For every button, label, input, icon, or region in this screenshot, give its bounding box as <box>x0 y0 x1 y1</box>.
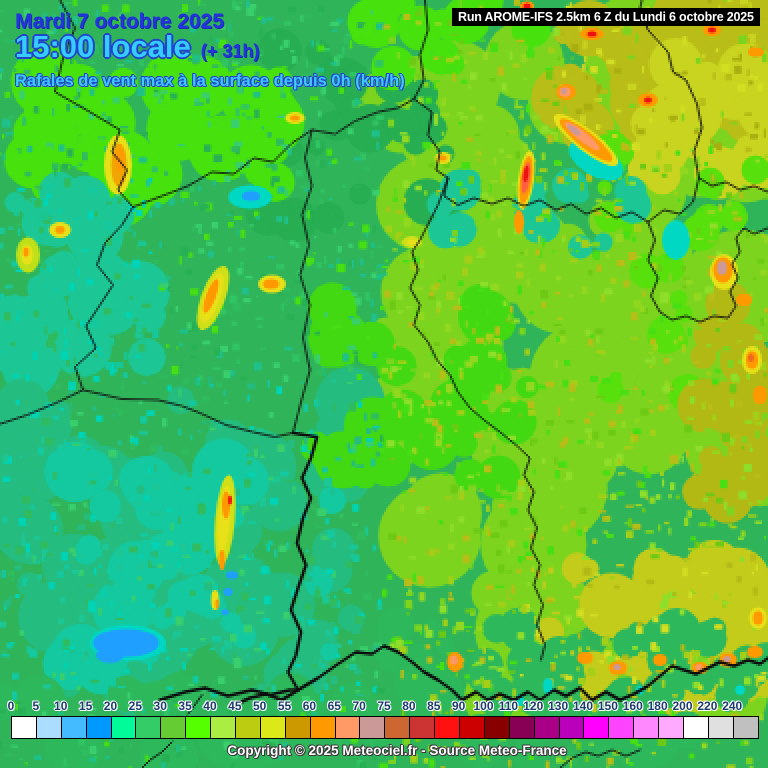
parameter-title: Rafales de vent max à la surface depuis … <box>15 72 405 90</box>
scale-color-box <box>35 716 62 739</box>
scale-color-box <box>284 716 311 739</box>
scale-tick-label: 110 <box>498 699 519 713</box>
scale-tick-label: 140 <box>572 699 594 713</box>
forecast-date-label: Mardi 7 octobre 2025 <box>15 10 224 33</box>
scale-color-box <box>384 716 411 739</box>
scale-tick-label: 100 <box>473 699 494 713</box>
scale-color-box <box>309 716 336 739</box>
scale-color-box <box>434 716 461 739</box>
scale-tick-label: 150 <box>597 699 618 713</box>
wind-speed-color-scale <box>11 716 759 739</box>
scale-tick-label: 130 <box>548 699 569 713</box>
scale-tick-label: 20 <box>103 699 118 713</box>
scale-color-box <box>658 716 685 739</box>
scale-color-box <box>185 716 212 739</box>
scale-color-box <box>160 716 187 739</box>
scale-tick-label: 5 <box>32 699 40 713</box>
scale-color-box <box>558 716 585 739</box>
forecast-time-row: 15:00 locale (+ 31h) <box>15 29 259 65</box>
scale-tick-label: 200 <box>672 699 693 713</box>
scale-color-box <box>483 716 510 739</box>
scale-color-box <box>508 716 535 739</box>
scale-tick-label: 25 <box>128 699 143 713</box>
scale-tick-label: 85 <box>427 699 441 713</box>
scale-tick-label: 45 <box>228 699 242 713</box>
copyright-label: Copyright © 2025 Meteociel.fr - Source M… <box>227 743 567 758</box>
local-time-label: 15:00 locale <box>15 29 191 64</box>
scale-tick-label: 90 <box>451 699 466 713</box>
scale-color-box <box>583 716 610 739</box>
scale-tick-label: 240 <box>722 699 743 713</box>
scale-tick-label: 60 <box>302 699 317 713</box>
scale-color-box <box>210 716 237 739</box>
scale-tick-label: 50 <box>253 699 267 713</box>
scale-tick-label: 120 <box>523 699 544 713</box>
scale-color-box <box>85 716 112 739</box>
scale-tick-label: 180 <box>647 699 668 713</box>
scale-tick-label: 10 <box>54 699 68 713</box>
scale-tick-label: 0 <box>7 699 15 713</box>
scale-color-box <box>259 716 286 739</box>
scale-color-box <box>608 716 635 739</box>
scale-tick-label: 55 <box>277 699 292 713</box>
color-scale-tick-labels: 0 5 10 15 20 25 30 35 40 45 50 55 60 65 70 75 80 85 90 100 1… <box>0 699 768 714</box>
scale-tick-label: 75 <box>377 699 391 713</box>
scale-color-box <box>334 716 361 739</box>
scale-tick-label: 80 <box>402 699 416 713</box>
scale-color-box <box>707 716 734 739</box>
scale-color-box <box>110 716 137 739</box>
scale-tick-label: 40 <box>203 699 217 713</box>
scale-color-box <box>135 716 162 739</box>
scale-color-box <box>683 716 709 739</box>
scale-tick-label: 220 <box>697 699 718 713</box>
scale-color-box <box>11 716 37 739</box>
scale-color-box <box>235 716 261 739</box>
scale-color-box <box>359 716 386 739</box>
scale-color-box <box>459 716 485 739</box>
scale-tick-label: 70 <box>352 699 366 713</box>
scale-tick-label: 35 <box>178 699 192 713</box>
scale-tick-label: 15 <box>78 699 93 713</box>
scale-color-box <box>409 716 436 739</box>
forecast-offset-label: (+ 31h) <box>200 41 260 61</box>
scale-color-box <box>533 716 560 739</box>
scale-tick-label: 160 <box>622 699 643 713</box>
scale-tick-label: 65 <box>327 699 341 713</box>
scale-color-box <box>60 716 87 739</box>
model-run-info-bar: Run AROME-IFS 2.5km 6 Z du Lundi 6 octob… <box>452 8 760 26</box>
scale-color-box <box>732 716 759 739</box>
scale-color-box <box>633 716 660 739</box>
scale-tick-label: 30 <box>153 699 167 713</box>
